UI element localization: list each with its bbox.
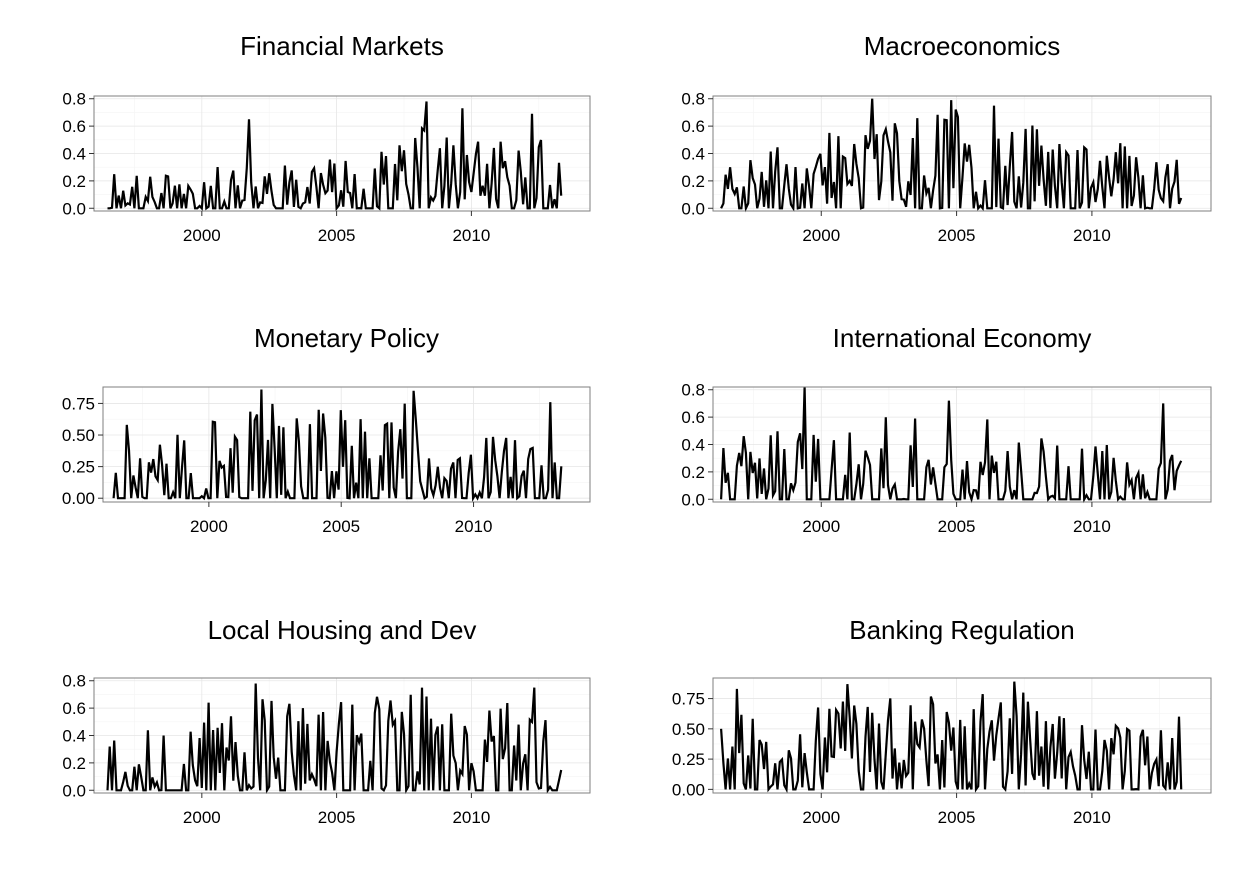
x-tick-label: 2000 [190,517,228,536]
plot-border [102,386,591,503]
y-tick-label: 0.0 [62,199,86,218]
y-tick-label: 0.8 [681,90,705,109]
series-line [720,98,1183,213]
chart-title: Local Housing and Dev [208,615,477,645]
y-tick-label: 0.0 [681,490,705,509]
y-tick-label: 0.6 [681,117,705,136]
chart-title: Macroeconomics [864,31,1061,61]
y-tick-label: 0.00 [62,489,95,508]
x-tick-label: 2010 [1073,808,1111,827]
x-tick-label: 2010 [452,226,490,245]
x-tick-label: 2010 [1073,226,1111,245]
chart-panel: Macroeconomics 0.0 0.2 0.4 0.6 0.8 2000 2005 201… [681,31,1212,245]
x-tick-label: 2010 [455,517,493,536]
y-tick-label: 0.75 [672,690,705,709]
x-tick-label: 2005 [322,517,360,536]
y-tick-label: 0.75 [62,394,95,413]
series-line [720,386,1183,504]
chart-panel: Banking Regulation 0.00 0.25 0.50 0.75 2000 20… [672,615,1212,827]
y-tick-label: 0.2 [681,463,705,482]
series-line [106,683,563,795]
y-tick-label: 0.6 [62,699,86,718]
plot-border [712,677,1212,794]
y-tick-label: 0.4 [62,727,86,746]
x-tick-label: 2005 [938,517,976,536]
y-tick-label: 0.4 [681,436,705,455]
x-tick-label: 2000 [802,808,840,827]
y-tick-label: 0.0 [681,199,705,218]
y-tick-label: 0.2 [62,172,86,191]
chart-title: Monetary Policy [254,323,439,353]
y-tick-label: 0.2 [681,172,705,191]
series-line [720,681,1183,794]
x-tick-label: 2010 [1073,517,1111,536]
y-tick-label: 0.00 [672,780,705,799]
y-tick-label: 0.0 [62,781,86,800]
x-tick-label: 2005 [938,808,976,827]
series-line [107,101,563,212]
chart-panel: International Economy 0.0 0.2 0.4 0.6 0.8 2000… [681,323,1212,536]
y-tick-label: 0.8 [62,672,86,691]
x-tick-label: 2000 [183,808,221,827]
x-tick-label: 2000 [802,226,840,245]
chart-panel: Financial Markets 0.0 0.2 0.4 0.6 0.8 2000 2005… [62,31,591,245]
y-tick-label: 0.8 [62,90,86,109]
y-tick-label: 0.6 [681,408,705,427]
x-tick-label: 2010 [452,808,490,827]
y-tick-label: 0.50 [62,426,95,445]
x-tick-label: 2005 [318,808,356,827]
chart-title: Financial Markets [240,31,444,61]
chart-panel: Monetary Policy 0.00 0.25 0.50 0.75 2000 2005 2… [62,323,591,536]
y-tick-label: 0.25 [672,750,705,769]
y-tick-label: 0.4 [681,145,705,164]
chart-panel: Local Housing and Dev 0.0 0.2 0.4 0.6 0.8 2000… [62,615,591,827]
y-tick-label: 0.8 [681,381,705,400]
chart-title: International Economy [833,323,1092,353]
y-tick-label: 0.25 [62,458,95,477]
y-tick-label: 0.2 [62,754,86,773]
y-tick-label: 0.50 [672,720,705,739]
x-tick-label: 2005 [938,226,976,245]
x-tick-label: 2005 [318,226,356,245]
chart-title: Banking Regulation [849,615,1075,645]
y-tick-label: 0.6 [62,117,86,136]
series-line [112,389,563,502]
y-tick-label: 0.4 [62,145,86,164]
x-tick-label: 2000 [183,226,221,245]
x-tick-label: 2000 [802,517,840,536]
